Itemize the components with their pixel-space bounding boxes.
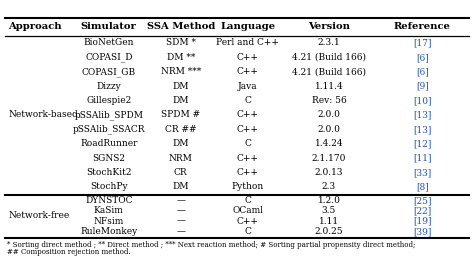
Text: —: —: [176, 227, 185, 236]
Text: [9]: [9]: [416, 82, 428, 91]
Text: 2.0.0: 2.0.0: [318, 110, 340, 119]
Text: 1.4.24: 1.4.24: [315, 139, 343, 148]
Text: pSSAlib_SPDM: pSSAlib_SPDM: [74, 110, 143, 120]
Text: DM **: DM **: [166, 53, 195, 62]
Text: C++: C++: [237, 53, 259, 62]
Text: ## Composition rejection method.: ## Composition rejection method.: [7, 248, 131, 256]
Text: Network-based: Network-based: [9, 110, 78, 119]
Text: 4.21 (Build 166): 4.21 (Build 166): [292, 67, 366, 76]
Text: 2.3: 2.3: [322, 182, 336, 191]
Text: Network-free: Network-free: [9, 211, 70, 220]
Text: C: C: [244, 139, 251, 148]
Text: 2.0.25: 2.0.25: [315, 227, 343, 236]
Text: 2.0.13: 2.0.13: [315, 168, 343, 177]
Text: C++: C++: [237, 154, 259, 163]
Text: Python: Python: [232, 182, 264, 191]
Text: 2.1.170: 2.1.170: [312, 154, 346, 163]
Text: [39]: [39]: [413, 227, 431, 236]
Text: 2.3.1: 2.3.1: [318, 38, 340, 47]
Text: DM: DM: [173, 82, 189, 91]
Text: OCaml: OCaml: [232, 206, 263, 215]
Text: 1.11.4: 1.11.4: [315, 82, 343, 91]
Text: StochPy: StochPy: [90, 182, 128, 191]
Text: C++: C++: [237, 217, 259, 226]
Text: C: C: [244, 196, 251, 205]
Text: [6]: [6]: [416, 67, 428, 76]
Text: Rev: 56: Rev: 56: [311, 96, 346, 105]
Text: Simulator: Simulator: [81, 22, 137, 31]
Text: [13]: [13]: [413, 125, 431, 134]
Text: NRM: NRM: [169, 154, 193, 163]
Text: Java: Java: [238, 82, 257, 91]
Text: [6]: [6]: [416, 53, 428, 62]
Text: CR ##: CR ##: [165, 125, 197, 134]
Text: pSSAlib_SSACR: pSSAlib_SSACR: [73, 124, 145, 134]
Text: 2.0.0: 2.0.0: [318, 125, 340, 134]
Text: COPASI_D: COPASI_D: [85, 53, 133, 62]
Text: [19]: [19]: [413, 217, 432, 226]
Text: RuleMonkey: RuleMonkey: [80, 227, 137, 236]
Text: NRM ***: NRM ***: [161, 67, 201, 76]
Text: * Sorting direct method ; ** Direct method ; *** Next reaction method; # Sorting: * Sorting direct method ; ** Direct meth…: [7, 241, 415, 249]
Text: DM: DM: [173, 96, 189, 105]
Text: 3.5: 3.5: [322, 206, 336, 215]
Text: —: —: [176, 206, 185, 215]
Text: Language: Language: [220, 22, 275, 31]
Text: SSA Method: SSA Method: [146, 22, 215, 31]
Text: NFsim: NFsim: [93, 217, 124, 226]
Text: SDM *: SDM *: [166, 38, 196, 47]
Text: [12]: [12]: [413, 139, 431, 148]
Text: BioNetGen: BioNetGen: [83, 38, 134, 47]
Text: [13]: [13]: [413, 110, 431, 119]
Text: CR: CR: [174, 168, 188, 177]
Text: 4.21 (Build 166): 4.21 (Build 166): [292, 53, 366, 62]
Text: —: —: [176, 217, 185, 226]
Text: [33]: [33]: [413, 168, 431, 177]
Text: SPDM #: SPDM #: [161, 110, 201, 119]
Text: —: —: [176, 196, 185, 205]
Text: Dizzy: Dizzy: [96, 82, 121, 91]
Text: 1.11: 1.11: [319, 217, 339, 226]
Text: Version: Version: [308, 22, 350, 31]
Text: DM: DM: [173, 139, 189, 148]
Text: Gillespie2: Gillespie2: [86, 96, 131, 105]
Text: Approach: Approach: [9, 22, 62, 31]
Text: [25]: [25]: [413, 196, 432, 205]
Text: StochKit2: StochKit2: [86, 168, 132, 177]
Text: C++: C++: [237, 110, 259, 119]
Text: COPASI_GB: COPASI_GB: [82, 67, 136, 77]
Text: [17]: [17]: [413, 38, 432, 47]
Text: RoadRunner: RoadRunner: [80, 139, 137, 148]
Text: DM: DM: [173, 182, 189, 191]
Text: KaSim: KaSim: [94, 206, 124, 215]
Text: C: C: [244, 96, 251, 105]
Text: [22]: [22]: [413, 206, 431, 215]
Text: DYNSTOC: DYNSTOC: [85, 196, 133, 205]
Text: SGNS2: SGNS2: [92, 154, 125, 163]
Text: 1.2.0: 1.2.0: [318, 196, 340, 205]
Text: C: C: [244, 227, 251, 236]
Text: [11]: [11]: [413, 154, 432, 163]
Text: C++: C++: [237, 125, 259, 134]
Text: Reference: Reference: [394, 22, 451, 31]
Text: Perl and C++: Perl and C++: [216, 38, 279, 47]
Text: C++: C++: [237, 168, 259, 177]
Text: [8]: [8]: [416, 182, 428, 191]
Text: [10]: [10]: [413, 96, 432, 105]
Text: C++: C++: [237, 67, 259, 76]
